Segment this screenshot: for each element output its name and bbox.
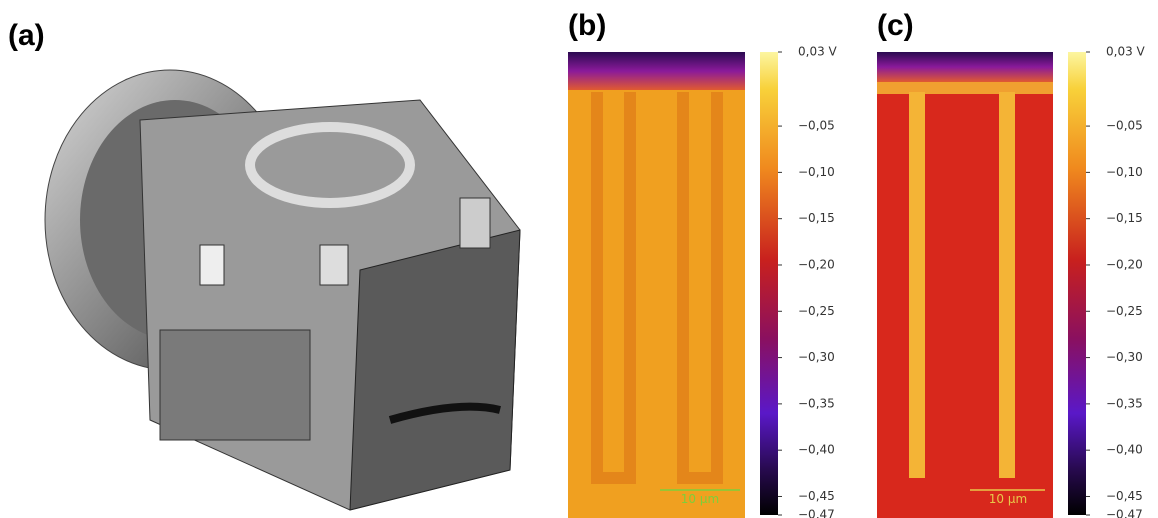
- panel-label: (b): [568, 9, 606, 42]
- tick-label: −0,45: [1106, 489, 1143, 503]
- tick-label: −0,40: [1106, 443, 1143, 457]
- tick-label: −0,45: [798, 489, 835, 503]
- tick-label: −0,35: [1106, 396, 1143, 410]
- tick-label: −0,20: [1106, 257, 1143, 271]
- tick-label: −0,47: [798, 508, 835, 518]
- tick-label: −0,30: [798, 350, 835, 364]
- tick-label: −0,05: [798, 119, 835, 133]
- colorbar: [760, 52, 778, 515]
- panel-label: (a): [8, 19, 45, 52]
- tick-label: −0,47: [1106, 508, 1143, 518]
- tick-label: −0,05: [1106, 119, 1143, 133]
- tick-label: −0,20: [798, 257, 835, 271]
- tick-label: 0,03 V: [798, 45, 838, 59]
- tick-label: −0,10: [1106, 165, 1143, 179]
- tick-label: 0,03 V: [1106, 45, 1146, 59]
- tick-label: −0,15: [1106, 211, 1143, 225]
- figure: (a) 10 µm (b) 10 µm (c) 0,03 V −0,05 −0,10…: [0, 0, 1158, 518]
- colorbar: [1068, 52, 1086, 515]
- tick-label: −0,40: [798, 443, 835, 457]
- kpfm-image: [568, 52, 745, 518]
- tick-label: −0,10: [798, 165, 835, 179]
- scale-bar: 10 µm: [681, 492, 719, 506]
- panel-label: (c): [877, 9, 914, 42]
- tick-label: −0,15: [798, 211, 835, 225]
- kpfm-image: [877, 52, 1053, 518]
- tick-label: −0,35: [798, 396, 835, 410]
- tick-label: −0,30: [1106, 350, 1143, 364]
- photo: [45, 70, 520, 510]
- tick-label: −0,25: [798, 304, 835, 318]
- tick-label: −0,25: [1106, 304, 1143, 318]
- scale-bar: 10 µm: [989, 492, 1027, 506]
